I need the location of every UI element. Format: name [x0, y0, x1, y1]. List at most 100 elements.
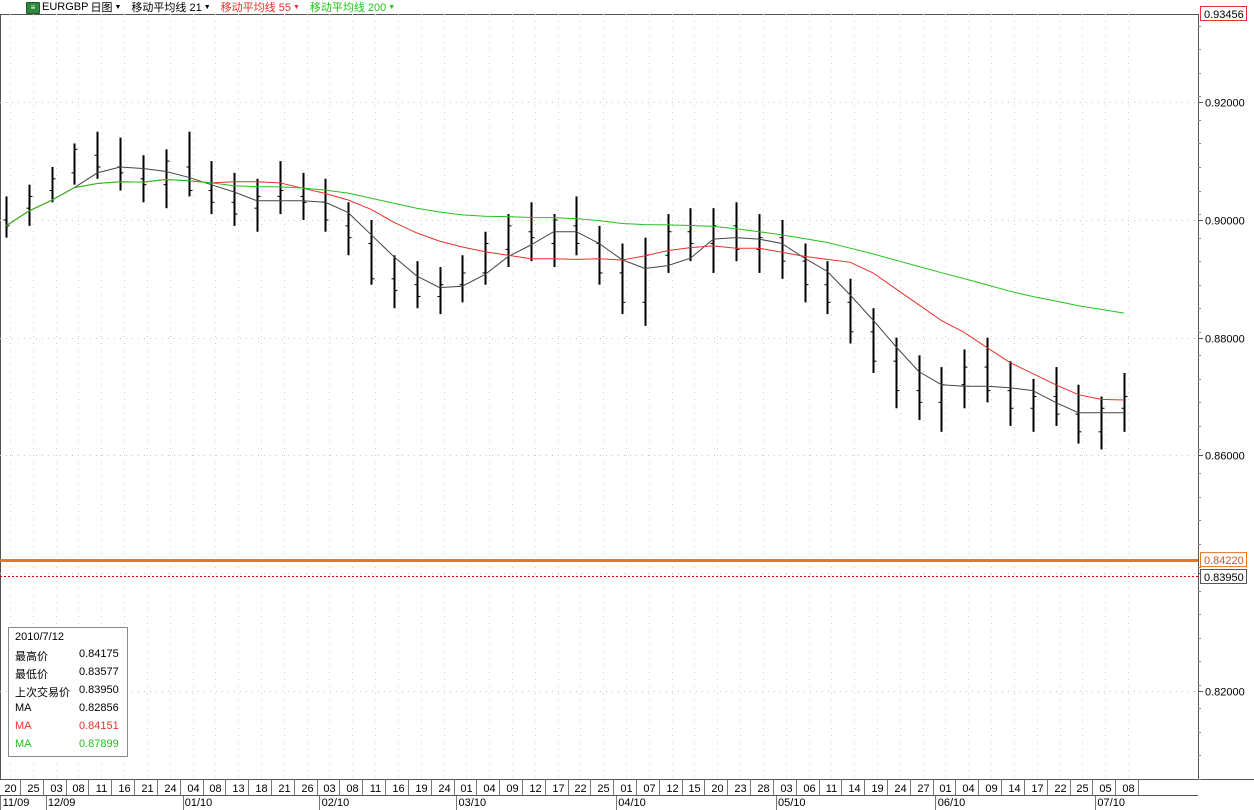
info-row: 最低价 0.83577 [15, 666, 123, 682]
x-day-label: 23 [734, 783, 746, 795]
x-month-label: 03/10 [459, 797, 487, 809]
resistance-price-badge: 0.84220 [1204, 555, 1244, 567]
x-day-label: 03 [780, 783, 792, 795]
ma55-selector[interactable]: 移动平均线 55 ▼ [221, 0, 300, 15]
info-value: 0.83950 [79, 684, 119, 696]
x-day-label: 04 [962, 783, 974, 795]
x-day-label: 16 [118, 783, 130, 795]
y-tick-label: 0.86000 [1205, 451, 1245, 463]
x-month-label: 04/10 [618, 797, 646, 809]
ma21-label: 移动平均线 21 [131, 2, 202, 14]
x-day-label: 24 [164, 783, 176, 795]
info-row: MA 0.82856 [15, 702, 123, 714]
x-month-label: 07/10 [1097, 797, 1125, 809]
chevron-down-icon: ▼ [114, 3, 122, 11]
x-day-label: 14 [1008, 783, 1020, 795]
x-day-label: 21 [141, 783, 153, 795]
info-value: 0.82856 [79, 702, 119, 714]
info-date: 2010/7/12 [15, 631, 64, 643]
x-day-label: 01 [460, 783, 472, 795]
info-row: 最高价 0.84175 [15, 648, 123, 664]
x-day-label: 04 [187, 783, 199, 795]
x-day-label: 25 [27, 783, 39, 795]
x-day-label: 12 [666, 783, 678, 795]
chevron-down-icon: ▼ [388, 3, 396, 11]
info-value: 0.83577 [79, 666, 119, 678]
x-day-label: 05 [1099, 783, 1111, 795]
x-day-label: 17 [1031, 783, 1043, 795]
info-label: MA [15, 720, 32, 732]
x-day-label: 24 [438, 783, 450, 795]
x-month-label: 05/10 [778, 797, 806, 809]
x-day-label: 08 [1122, 783, 1134, 795]
y-tick-label: 0.92000 [1205, 98, 1245, 110]
y-tick-label: 0.88000 [1205, 334, 1245, 346]
ma200-selector[interactable]: 移动平均线 200 ▼ [310, 0, 395, 15]
x-day-label: 09 [985, 783, 997, 795]
ma55-line [5, 178, 1125, 401]
info-label: MA [15, 702, 32, 714]
x-day-label: 06 [803, 783, 815, 795]
x-day-label: 22 [574, 783, 586, 795]
x-month-label: 01/10 [185, 797, 213, 809]
period-label: 日图 [90, 2, 113, 14]
chart-toolbar: ≡ EURGBP 日图 ▼ 移动平均线 21 ▼ 移动平均线 55 ▼ 移动平均… [0, 0, 1224, 14]
x-day-label: 09 [506, 783, 518, 795]
info-value: 0.84151 [79, 720, 119, 732]
x-day-label: 17 [552, 783, 564, 795]
info-label: 最低价 [15, 669, 48, 681]
chevron-down-icon: ▼ [203, 3, 211, 11]
x-day-label: 25 [597, 783, 609, 795]
chevron-down-icon: ▼ [292, 3, 300, 11]
x-day-label: 27 [917, 783, 929, 795]
x-day-label: 21 [278, 783, 290, 795]
x-day-label: 14 [848, 783, 860, 795]
last-price-badge: 0.83950 [1204, 572, 1244, 584]
info-row: 上次交易价 0.83950 [15, 684, 123, 700]
top-price-badge-box [1200, 6, 1247, 21]
chart-icon[interactable]: ≡ [26, 2, 40, 14]
symbol-selector[interactable]: EURGBP 日图 ▼ [42, 0, 121, 15]
info-label: MA [15, 738, 32, 750]
x-month-label: 11/09 [3, 797, 30, 809]
last-price-badge-box [1200, 568, 1247, 584]
y-tick-label: 0.90000 [1205, 216, 1245, 228]
plot-frame [0, 14, 1199, 780]
y-tick-label: 0.82000 [1205, 687, 1245, 699]
x-day-label: 26 [301, 783, 313, 795]
ma200-label: 移动平均线 200 [309, 2, 387, 14]
x-day-label: 24 [894, 783, 906, 795]
x-day-label: 13 [232, 783, 244, 795]
x-day-label: 19 [415, 783, 427, 795]
x-day-label: 03 [323, 783, 335, 795]
x-day-label: 25 [1076, 783, 1088, 795]
x-month-label: 02/10 [322, 797, 350, 809]
x-day-label: 11 [826, 783, 837, 795]
info-value: 0.87899 [79, 738, 119, 750]
x-day-label: 08 [72, 783, 84, 795]
x-day-label: 01 [620, 783, 632, 795]
symbol-label: EURGBP [42, 1, 89, 13]
info-row: MA 0.87899 [15, 738, 123, 750]
ma55-label: 移动平均线 55 [220, 2, 291, 14]
x-day-label: 01 [939, 783, 951, 795]
x-day-label: 20 [4, 783, 16, 795]
resistance-price-badge-box [1200, 552, 1247, 568]
x-day-label: 12 [529, 783, 541, 795]
x-day-label: 08 [346, 783, 358, 795]
x-day-label: 07 [643, 783, 655, 795]
x-day-label: 11 [96, 783, 107, 795]
x-day-label: 03 [50, 783, 62, 795]
x-day-label: 22 [1054, 783, 1066, 795]
x-day-label: 04 [483, 783, 495, 795]
ma21-selector[interactable]: 移动平均线 21 ▼ [131, 0, 210, 15]
top-price-badge: 0.93456 [1204, 9, 1244, 21]
x-month-label: 12/09 [48, 797, 76, 809]
x-day-label: 08 [209, 783, 221, 795]
x-day-label: 20 [711, 783, 723, 795]
ma200-line [5, 178, 1125, 314]
x-day-label: 19 [871, 783, 883, 795]
ma21-line [5, 166, 1124, 414]
x-day-label: 11 [370, 783, 381, 795]
